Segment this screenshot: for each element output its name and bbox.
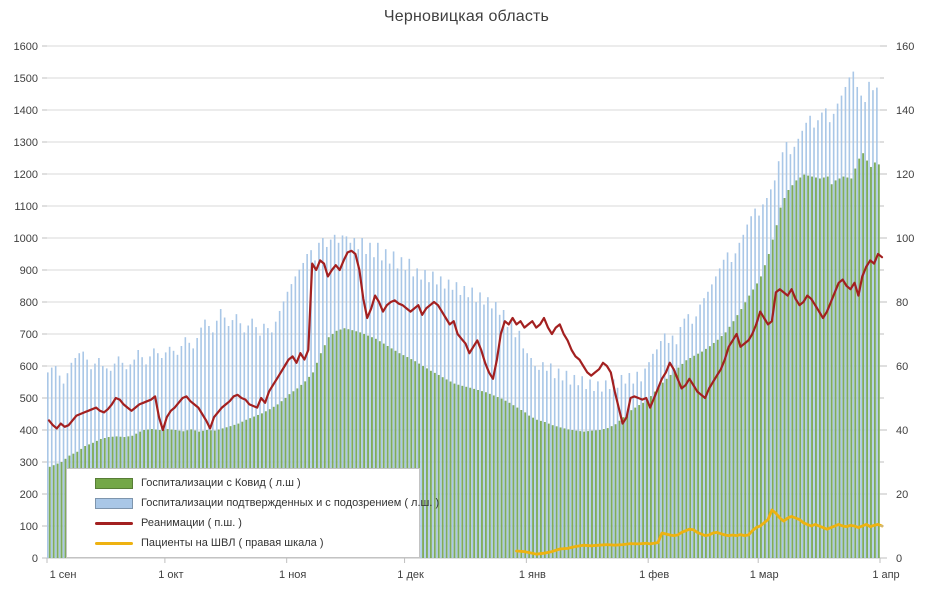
svg-text:700: 700	[20, 329, 38, 341]
right-axis: 0 20 40 60 80 100 120 140 160	[880, 41, 914, 565]
svg-text:1000: 1000	[14, 233, 38, 245]
svg-text:1 мар: 1 мар	[750, 569, 779, 581]
svg-text:80: 80	[896, 297, 908, 309]
svg-text:1 фев: 1 фев	[639, 569, 669, 581]
svg-text:400: 400	[20, 425, 38, 437]
svg-text:1200: 1200	[14, 169, 38, 181]
svg-text:500: 500	[20, 393, 38, 405]
legend-label: Реанимации ( п.ш. )	[141, 517, 242, 529]
svg-text:1 апр: 1 апр	[872, 569, 899, 581]
svg-text:1100: 1100	[14, 201, 38, 213]
bars-total-hospitalizations	[47, 71, 878, 559]
svg-text:100: 100	[896, 233, 914, 245]
gridlines	[47, 45, 880, 559]
legend-item-icu: Реанимации ( п.ш. )	[95, 514, 419, 532]
svg-text:20: 20	[896, 489, 908, 501]
legend-label: Пациенты на ШВЛ ( правая шкала )	[141, 537, 324, 549]
svg-text:1500: 1500	[14, 73, 38, 85]
chart-title: Черновицкая область	[383, 8, 550, 25]
svg-text:1400: 1400	[14, 105, 38, 117]
svg-text:1 янв: 1 янв	[519, 569, 546, 581]
svg-text:1 окт: 1 окт	[158, 569, 183, 581]
ventilator-line	[515, 508, 884, 556]
svg-text:1 сен: 1 сен	[50, 569, 77, 581]
svg-text:800: 800	[20, 297, 38, 309]
svg-text:300: 300	[20, 457, 38, 469]
svg-text:120: 120	[896, 169, 914, 181]
svg-text:1300: 1300	[14, 137, 38, 149]
svg-text:40: 40	[896, 425, 908, 437]
icu-line	[47, 249, 884, 432]
svg-text:100: 100	[20, 521, 38, 533]
left-axis: 0 100 200 300 400 500 600 700 800 900 1000 1100 1200…	[14, 41, 47, 565]
legend-label: Госпитализации подтвержденных и с подозр…	[141, 497, 440, 509]
red-line-swatch-icon	[95, 521, 133, 525]
svg-text:1 ноя: 1 ноя	[279, 569, 306, 581]
svg-text:1600: 1600	[14, 41, 38, 53]
blue-bar-swatch-icon	[95, 497, 133, 509]
svg-text:160: 160	[896, 41, 914, 53]
legend: Госпитализации с Ковид ( л.ш ) Госпитали…	[66, 468, 439, 558]
svg-text:200: 200	[20, 489, 38, 501]
svg-text:0: 0	[896, 553, 902, 565]
svg-text:60: 60	[896, 361, 908, 373]
svg-text:600: 600	[20, 361, 38, 373]
x-axis: 1 сен 1 окт 1 ноя 1 дек 1 янв 1 фев 1 мар 1 апр	[46, 558, 900, 581]
svg-text:900: 900	[20, 265, 38, 277]
legend-item-covid-hosp: Госпитализации с Ковид ( л.ш )	[95, 474, 419, 492]
legend-item-ventilator: Пациенты на ШВЛ ( правая шкала )	[95, 534, 419, 552]
legend-item-total-hosp: Госпитализации подтвержденных и с подозр…	[95, 494, 439, 512]
green-bar-swatch-icon	[95, 477, 133, 489]
svg-text:0: 0	[32, 553, 38, 565]
svg-text:140: 140	[896, 105, 914, 117]
svg-text:1 дек: 1 дек	[397, 569, 424, 581]
legend-label: Госпитализации с Ковид ( л.ш )	[141, 477, 301, 489]
yellow-line-swatch-icon	[95, 541, 133, 545]
